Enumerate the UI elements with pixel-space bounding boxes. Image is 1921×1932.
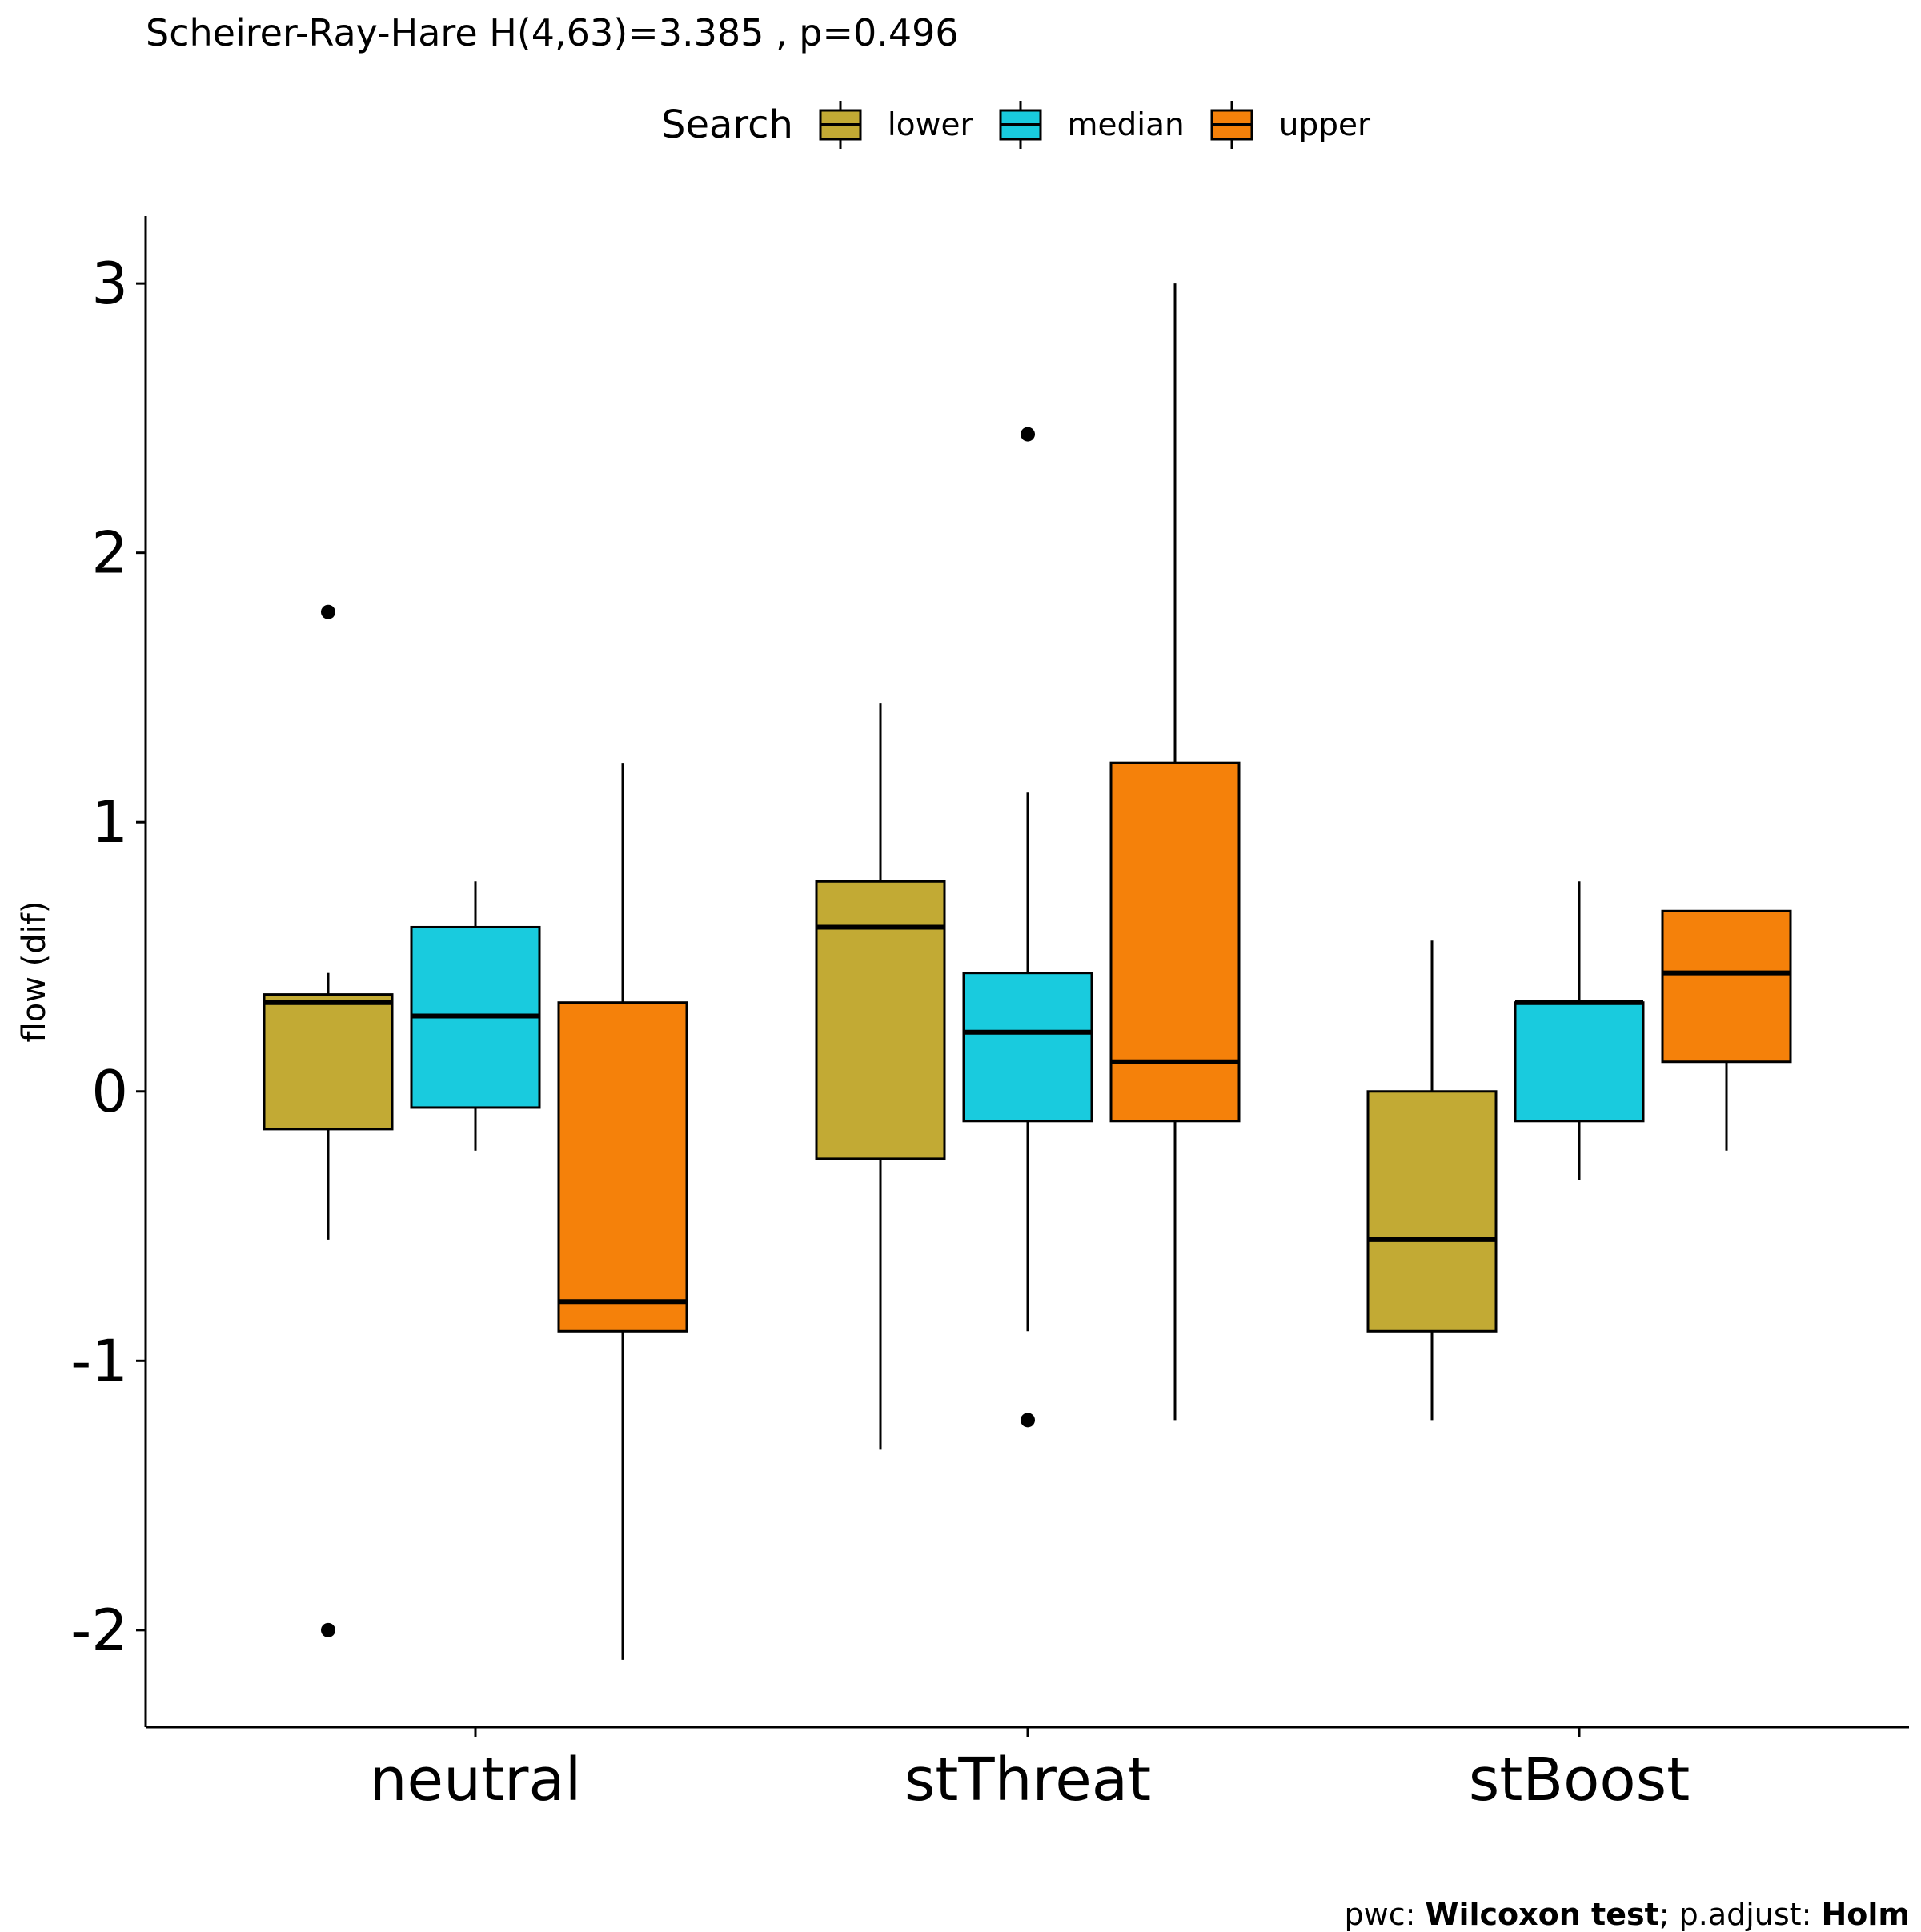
legend-label-upper: upper <box>1278 106 1370 143</box>
y-tick-label: -2 <box>70 1597 128 1664</box>
legend: Search lower median upper <box>661 101 1396 149</box>
box-lower-stThreat <box>815 880 946 1160</box>
y-tick-label: 3 <box>91 250 128 317</box>
legend-label-median: median <box>1067 106 1185 143</box>
y-axis-title: flow (dif) <box>16 901 53 1043</box>
chart-title: Scheirer-Ray-Hare H(4,63)=3.385 , p=0.49… <box>146 11 959 54</box>
y-tick-label: -1 <box>70 1327 128 1394</box>
box-median-stThreat <box>962 972 1093 1123</box>
legend-item-upper: upper <box>1210 101 1370 149</box>
x-tick-label: neutral <box>370 1746 582 1814</box>
box-lower-stBoost <box>1366 1090 1498 1333</box>
legend-item-lower: lower <box>819 101 973 149</box>
legend-label-lower: lower <box>887 106 973 143</box>
legend-item-median: median <box>999 101 1185 149</box>
caption: pwc: Wilcoxon test; p.adjust: Holm <box>1345 1897 1910 1932</box>
legend-key-median <box>999 101 1042 149</box>
y-tick-label: 0 <box>91 1058 128 1125</box>
box-upper-stBoost <box>1661 909 1792 1064</box>
box-median-stBoost <box>1514 1001 1645 1123</box>
legend-title: Search <box>661 102 793 147</box>
x-tick-label: stBoost <box>1469 1746 1690 1814</box>
y-tick-label: 2 <box>91 519 128 587</box>
outlier-lower-neutral <box>321 604 335 619</box>
legend-key-lower <box>819 101 862 149</box>
caption-adjust: Holm <box>1821 1897 1910 1932</box>
outlier-median-stThreat <box>1021 1413 1035 1428</box>
outlier-lower-neutral <box>321 1622 335 1637</box>
y-tick-label: 1 <box>91 788 128 856</box>
outlier-median-stThreat <box>1021 427 1035 442</box>
legend-key-upper <box>1210 101 1253 149</box>
box-lower-neutral <box>263 993 394 1131</box>
caption-test: Wilcoxon test <box>1425 1897 1659 1932</box>
x-tick-label: stThreat <box>904 1746 1151 1814</box>
box-upper-stThreat <box>1109 761 1241 1123</box>
box-upper-neutral <box>557 1001 688 1333</box>
caption-middle: ; p.adjust: <box>1658 1897 1822 1932</box>
caption-prefix: pwc: <box>1344 1897 1426 1932</box>
